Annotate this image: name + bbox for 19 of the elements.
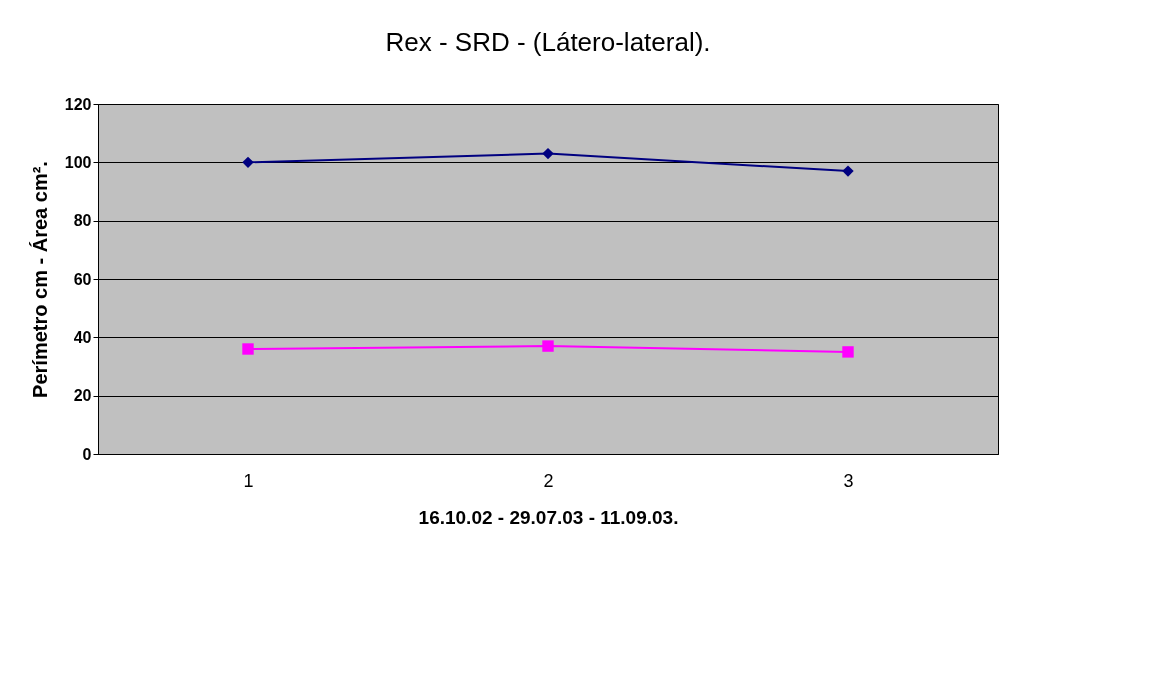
y-tick-label: 80 bbox=[73, 212, 92, 230]
y-tick-label: 40 bbox=[73, 328, 92, 346]
x-tick-label: 3 bbox=[843, 470, 854, 491]
x-axis-title: 16.10.02 - 29.07.03 - 11.09.03. bbox=[418, 506, 679, 528]
x-tick-label: 2 bbox=[543, 470, 554, 491]
point bbox=[242, 156, 254, 169]
point bbox=[842, 346, 854, 358]
point bbox=[542, 340, 554, 352]
y-tick-label: 100 bbox=[64, 153, 92, 171]
x-tick-label: 1 bbox=[243, 470, 254, 491]
chart-title: Rex - SRD - (Látero-lateral). bbox=[385, 27, 711, 57]
point bbox=[542, 147, 554, 160]
y-tick-label: 120 bbox=[64, 95, 92, 113]
y-tick-label: 60 bbox=[73, 270, 92, 288]
point bbox=[842, 165, 854, 177]
y-tick-label: 0 bbox=[82, 445, 92, 463]
point bbox=[242, 343, 254, 355]
y-tick-label: 20 bbox=[73, 387, 92, 405]
y-axis-title: Perímetro cm - Área cm². bbox=[28, 161, 51, 398]
